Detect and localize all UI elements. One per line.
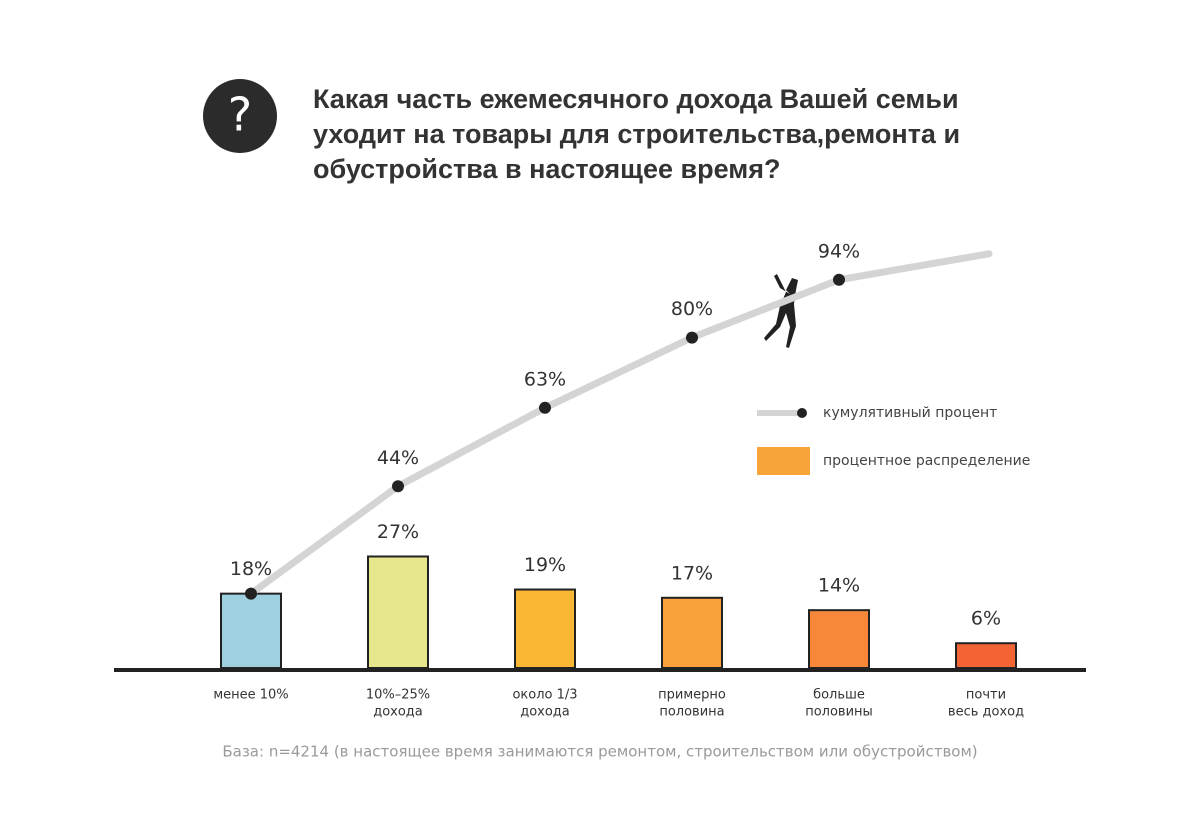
x-tick-label: половины: [805, 705, 873, 720]
legend-label: кумулятивный процент: [823, 405, 997, 421]
legend-swatch: [757, 447, 810, 475]
x-tick-label: весь доход: [948, 705, 1024, 720]
value-label: 17%: [671, 562, 713, 584]
point: [833, 273, 845, 286]
bar: [514, 588, 576, 670]
x-tick-label: 10%–25%: [366, 688, 430, 703]
x-tick-label: дохода: [520, 705, 570, 720]
x-tick-label: больше: [813, 688, 865, 703]
value-label: 27%: [377, 521, 419, 543]
chart-title: обустройства в настоящее время?: [313, 154, 780, 184]
x-tick-label: менее 10%: [213, 688, 288, 703]
cumulative-line: [247, 250, 993, 598]
icon: ?: [228, 88, 252, 142]
x-tick-label: половина: [659, 705, 724, 720]
x-tick-label: около 1/3: [512, 688, 577, 703]
legend-swatch: [797, 408, 807, 418]
value-label: 14%: [818, 575, 860, 597]
point: [686, 331, 698, 344]
bar: [808, 609, 870, 669]
chart-title: уходит на товары для строительства,ремон…: [313, 119, 960, 149]
legend-label: процентное распределение: [823, 453, 1030, 469]
x-tick-label: почти: [966, 688, 1006, 703]
footnote: База: n=4214 (в настоящее время занимают…: [222, 743, 977, 761]
figure-icon: [764, 274, 798, 348]
point: [539, 401, 551, 414]
value-label: 80%: [671, 298, 713, 320]
bar: [661, 596, 723, 669]
value-label: 63%: [524, 368, 566, 390]
value-label: 19%: [524, 554, 566, 576]
point: [245, 587, 257, 600]
bar: [367, 555, 429, 669]
icon-circle: [203, 79, 277, 153]
value-label: 6%: [971, 608, 1001, 630]
chart-title: Какая часть ежемесячного дохода Вашей се…: [313, 84, 959, 114]
x-tick-label: примерно: [658, 688, 726, 703]
bar: [955, 642, 1017, 669]
x-tick-label: дохода: [373, 705, 423, 720]
bar: [220, 592, 282, 669]
value-label: 18%: [230, 558, 272, 580]
value-label: 94%: [818, 240, 860, 262]
point: [392, 480, 404, 493]
value-label: 44%: [377, 447, 419, 469]
